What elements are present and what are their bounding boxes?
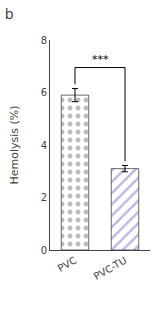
svg-text:4: 4 bbox=[41, 140, 47, 151]
svg-text:6: 6 bbox=[41, 87, 47, 98]
svg-text:***: *** bbox=[92, 53, 109, 66]
svg-text:PVC-TU: PVC-TU bbox=[92, 255, 129, 283]
svg-text:b: b bbox=[5, 6, 14, 22]
svg-text:0: 0 bbox=[41, 245, 47, 256]
svg-text:Hemolysis (%): Hemolysis (%) bbox=[8, 105, 21, 184]
svg-text:2: 2 bbox=[41, 192, 47, 203]
svg-text:PVC: PVC bbox=[56, 255, 79, 274]
svg-text:8: 8 bbox=[41, 35, 47, 46]
